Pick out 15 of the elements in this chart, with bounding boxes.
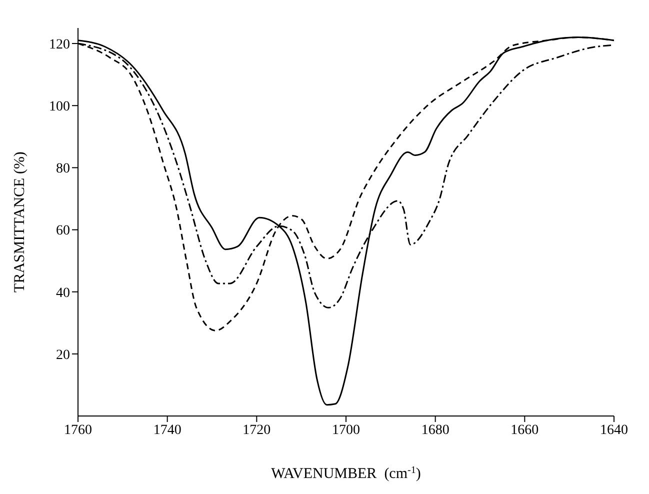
y-tick-label: 120 [49, 37, 70, 52]
y-tick-label: 60 [56, 224, 70, 239]
y-axis-title: TRASMITTANCE (%) [12, 152, 28, 292]
x-tick-label: 1720 [242, 422, 271, 438]
x-tick-label: 1640 [600, 422, 628, 438]
x-tick-label: 1680 [421, 422, 450, 438]
x-tick-label: 1660 [510, 422, 539, 438]
x-axis-title: WAVENUMBER (cm$^{-1}$) [271, 464, 421, 482]
y-tick-label: 100 [49, 100, 70, 115]
y-tick-label: 80 [56, 162, 70, 177]
y-tick-label: 20 [56, 348, 70, 363]
x-tick-label: 1700 [332, 422, 360, 438]
x-tick-label: 1760 [64, 422, 92, 438]
x-tick-label: 1740 [153, 422, 182, 438]
y-tick-label: 40 [56, 286, 70, 301]
